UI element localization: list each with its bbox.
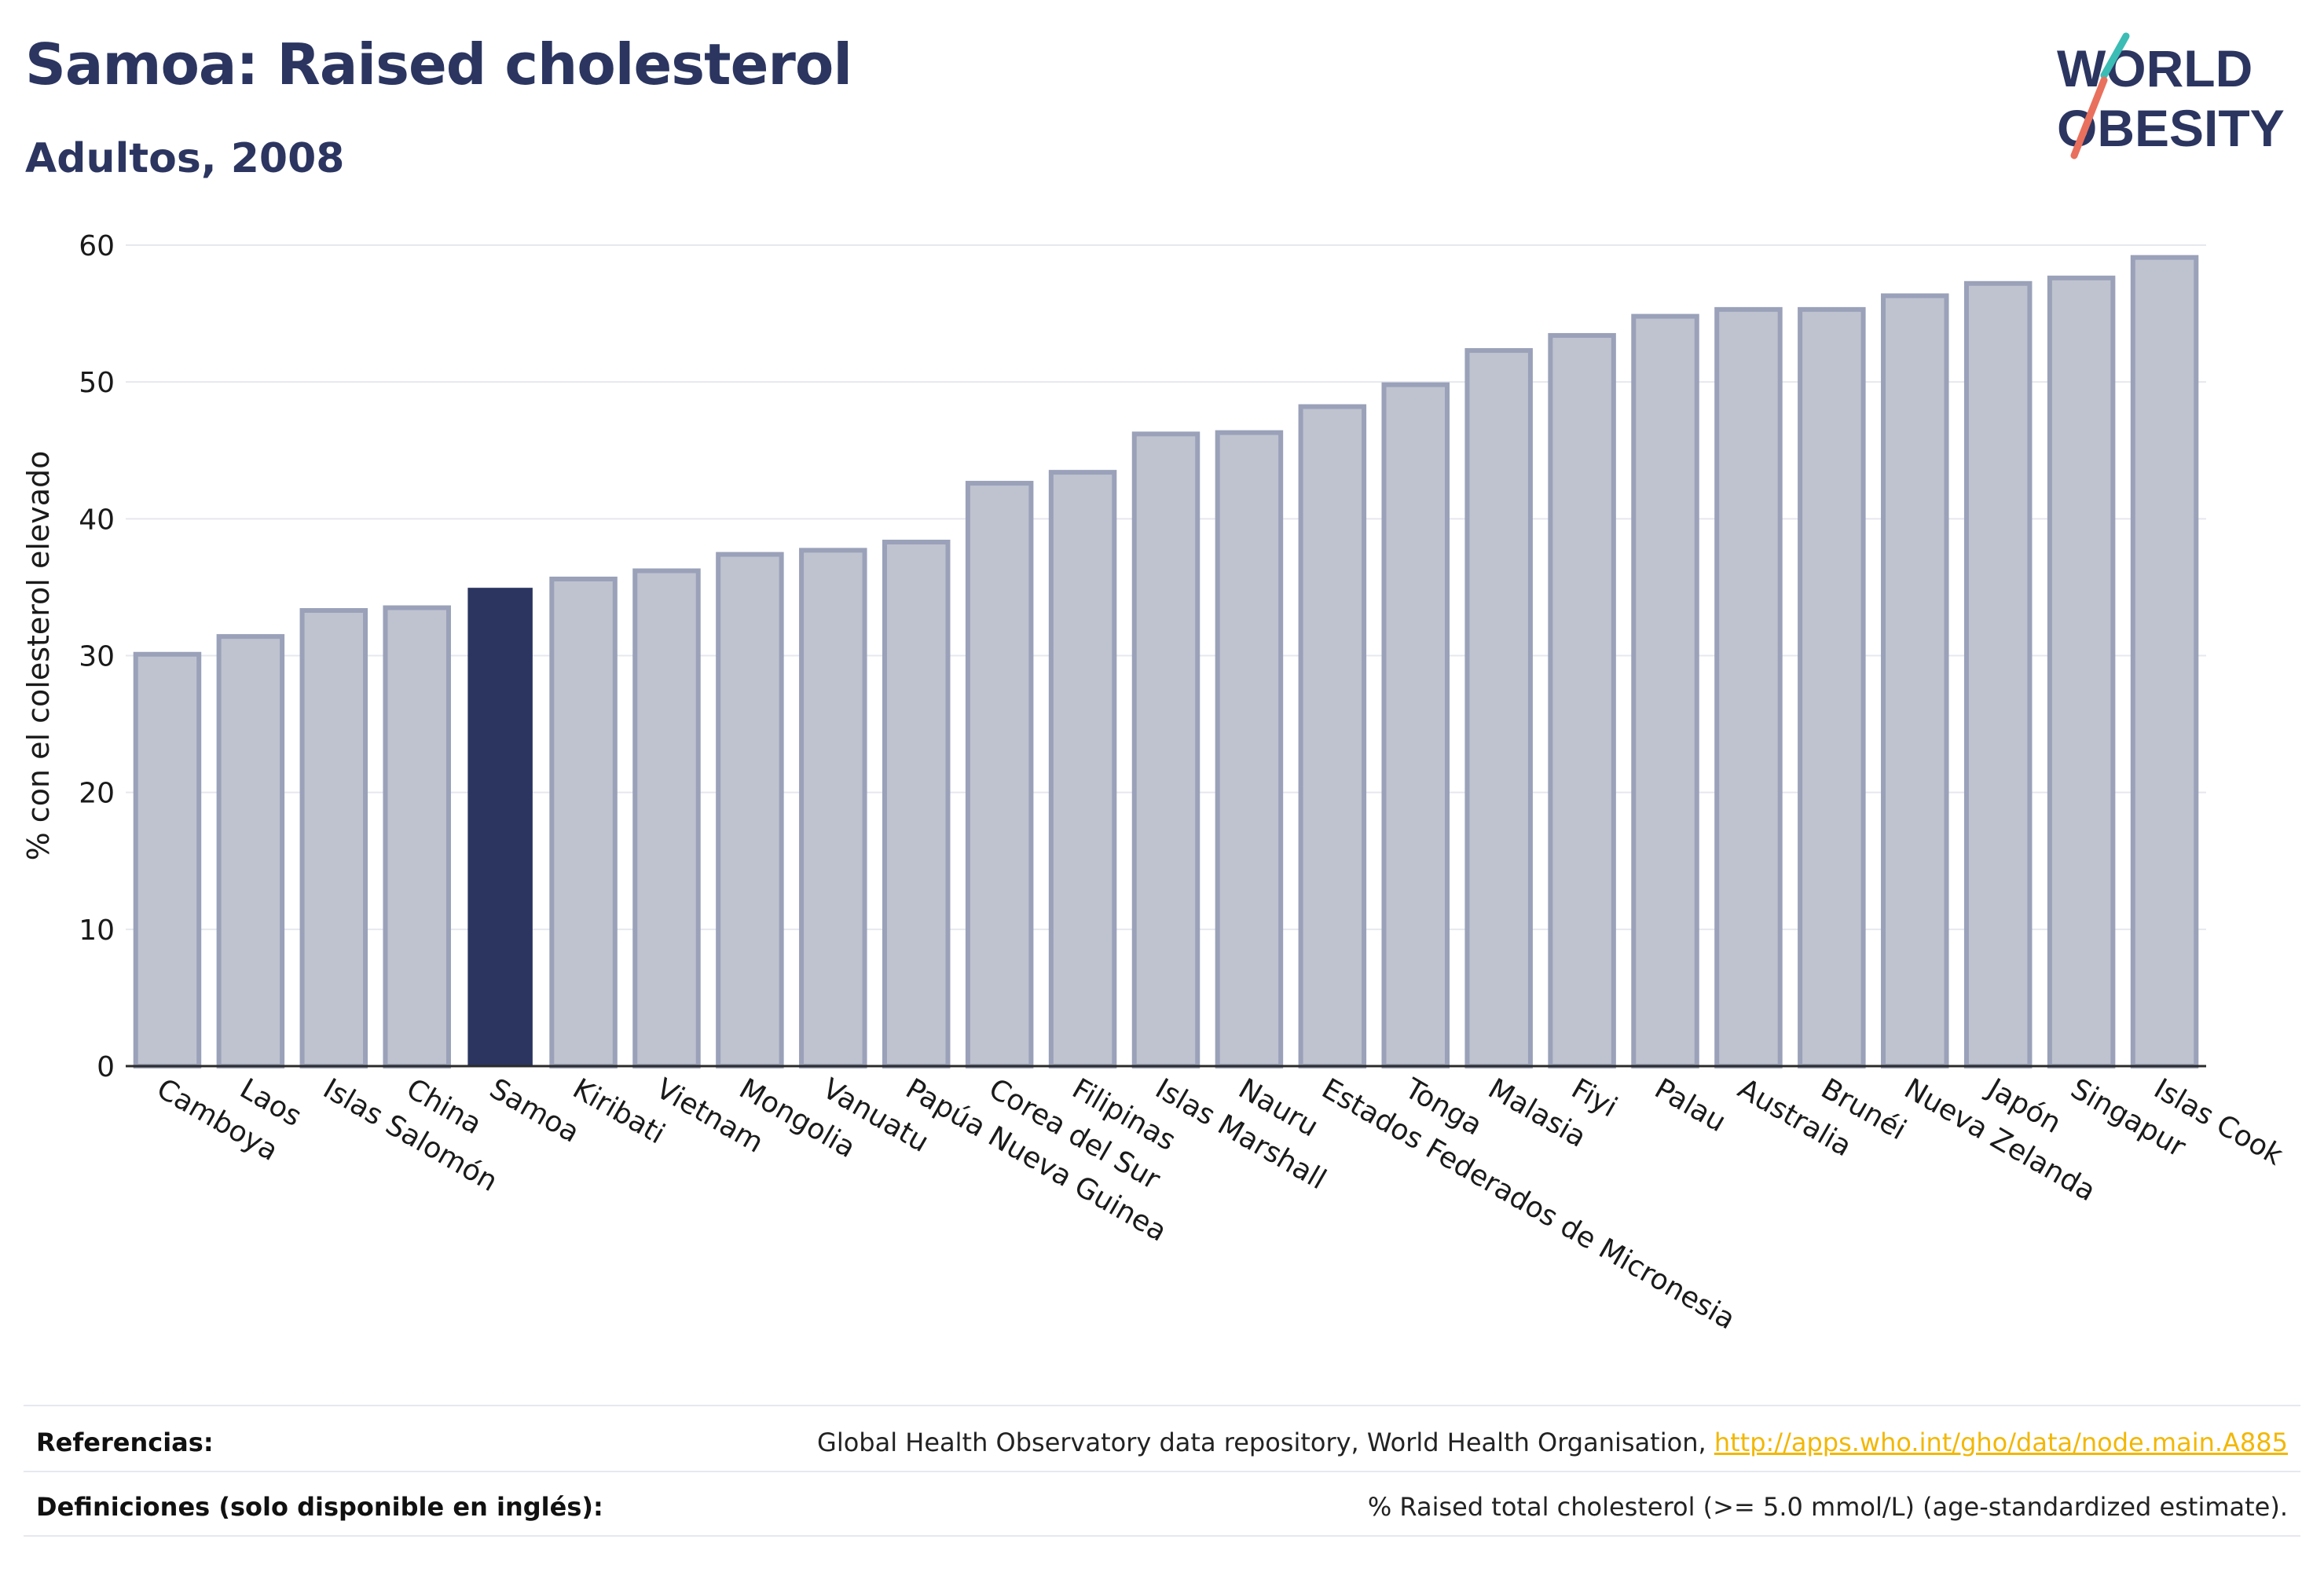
- bar-camboya: [133, 651, 202, 1068]
- x-tick-label: Samoa: [484, 1072, 585, 1149]
- bar-islas-salom-n: [299, 608, 368, 1068]
- footer-divider-top: [24, 1405, 2300, 1406]
- bar-estados-federados-de-micronesia: [1298, 404, 1367, 1068]
- y-axis-ticks: 0 10 20 30 40 50 60: [79, 230, 115, 1083]
- bar-malasia: [1464, 348, 1533, 1068]
- y-tick-label: 20: [79, 778, 115, 810]
- x-tick-label: Palau: [1649, 1072, 1732, 1138]
- bar-laos: [216, 634, 285, 1068]
- bar-nauru: [1215, 430, 1284, 1068]
- page-subtitle: Adultos, 2008: [25, 135, 345, 182]
- bar-samoa: [467, 588, 533, 1067]
- page-title: Samoa: Raised cholesterol: [25, 31, 852, 97]
- bar-corea-del-sur: [965, 481, 1034, 1068]
- references-label: Referencias:: [36, 1428, 214, 1457]
- bar-islas-cook: [2130, 255, 2199, 1068]
- definitions-text: % Raised total cholesterol (>= 5.0 mmol/…: [1367, 1492, 2288, 1522]
- bar-islas-marshall: [1131, 431, 1200, 1068]
- bar-kiribati: [549, 576, 618, 1068]
- y-tick-label: 0: [97, 1051, 115, 1083]
- y-tick-label: 30: [79, 641, 115, 673]
- bar-jap-n: [1963, 280, 2033, 1068]
- definitions-label: Definiciones (solo disponible en inglés)…: [36, 1492, 603, 1522]
- y-axis-label: % con el colesterol elevado: [21, 451, 56, 861]
- bar-filipinas: [1048, 470, 1117, 1068]
- footer-divider-bottom: [24, 1535, 2300, 1537]
- references-text: Global Health Observatory data repositor…: [817, 1428, 1714, 1457]
- bar-vietnam: [632, 568, 701, 1068]
- bar-vanuatu: [799, 548, 867, 1068]
- y-tick-label: 50: [79, 367, 115, 399]
- world-obesity-logo: WORLD OBESITY: [2057, 32, 2285, 159]
- y-tick-label: 40: [79, 504, 115, 536]
- y-tick-label: 60: [79, 230, 115, 262]
- bar-palau: [1631, 313, 1699, 1069]
- footer-divider-middle: [24, 1471, 2300, 1472]
- footer-definitions-row: Definiciones (solo disponible en inglés)…: [36, 1483, 2288, 1530]
- bar-tonga: [1381, 382, 1450, 1068]
- bar-nueva-zelanda: [1881, 293, 1949, 1069]
- references-link[interactable]: http://apps.who.int/gho/data/node.main.A…: [1714, 1428, 2288, 1457]
- x-tick-label: Kiribati: [567, 1072, 670, 1150]
- footer-references-row: Referencias: Global Health Observatory d…: [36, 1419, 2288, 1466]
- svg-text:WORLD: WORLD: [2057, 39, 2253, 97]
- bar-australia: [1714, 306, 1783, 1068]
- bar-pap-a-nueva-guinea: [882, 539, 951, 1068]
- bars: [133, 255, 2199, 1069]
- bar-mongolia: [716, 552, 784, 1068]
- bar-brun-i: [1798, 306, 1866, 1068]
- bar-singapur: [2047, 275, 2116, 1068]
- y-tick-label: 10: [79, 914, 115, 947]
- bar-china: [383, 605, 451, 1068]
- bar-fiyi: [1548, 332, 1616, 1068]
- references-value: Global Health Observatory data repositor…: [817, 1428, 2288, 1457]
